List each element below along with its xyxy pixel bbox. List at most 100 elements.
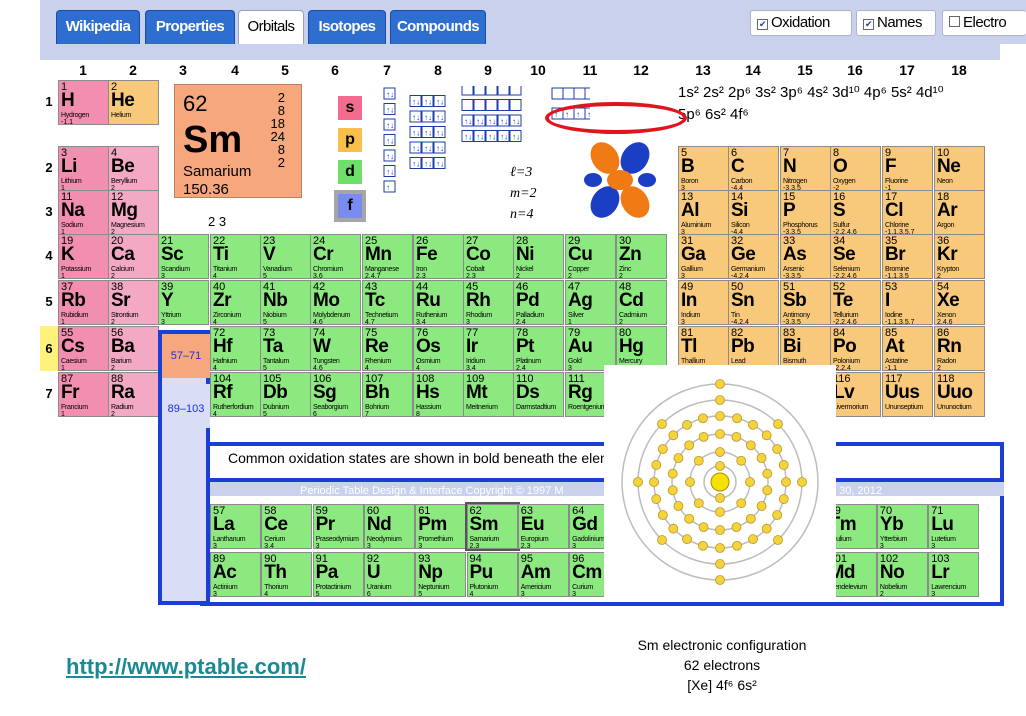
element-cell-te[interactable]: 52 Te Tellurium -2,2,4,6 [830, 280, 881, 325]
element-cell-pa[interactable]: 91 Pa Protactinium 5 [312, 552, 364, 597]
element-cell-cs[interactable]: 55 Cs Caesium 1 [58, 326, 109, 371]
element-cell-li[interactable]: 3 Li Lithium 1 [58, 146, 109, 191]
element-cell-in[interactable]: 49 In Indium 3 [678, 280, 729, 325]
element-cell-uus[interactable]: 117 Uus Ununseptium [882, 372, 933, 417]
element-cell-ne[interactable]: 10 Ne Neon [934, 146, 985, 191]
element-cell-sr[interactable]: 38 Sr Strontium 2 [108, 280, 159, 325]
element-cell-v[interactable]: 23 V Vanadium 5 [260, 234, 311, 279]
element-cell-ba[interactable]: 56 Ba Barium 2 [108, 326, 159, 371]
element-cell-u[interactable]: 92 U Uranium 6 [363, 552, 415, 597]
element-cell-xe[interactable]: 54 Xe Xenon 2,4,6 [934, 280, 985, 325]
element-cell-ds[interactable]: 110 Ds Darmstadtium [513, 372, 564, 417]
element-cell-bi[interactable]: 83BiBismuth3 [780, 326, 831, 371]
element-cell-h[interactable]: 1 H Hydrogen -1,1 [58, 80, 109, 125]
element-cell-o[interactable]: 8 O Oxygen -2 [830, 146, 881, 191]
element-cell-as[interactable]: 33 As Arsenic -3,3,5 [780, 234, 831, 279]
element-cell-fe[interactable]: 26 Fe Iron 2,3 [413, 234, 464, 279]
element-cell-sc[interactable]: 21 Sc Scandium 3 [158, 234, 209, 279]
element-cell-mt[interactable]: 109 Mt Meitnerium [463, 372, 514, 417]
element-cell-hs[interactable]: 108 Hs Hassium 8 [413, 372, 464, 417]
element-cell-ta[interactable]: 73 Ta Tantalum 5 [260, 326, 311, 371]
oxidation-checkbox[interactable]: ✔ Oxidation [750, 10, 852, 36]
element-cell-ca[interactable]: 20 Ca Calcium 2 [108, 234, 159, 279]
element-cell-i[interactable]: 53 I Iodine -1,1,3,5,7 [882, 280, 933, 325]
tab-properties[interactable]: Properties [145, 10, 235, 44]
element-cell-db[interactable]: 105 Db Dubnium 5 [260, 372, 311, 417]
element-cell-la[interactable]: 57 La Lanthanum 3 [210, 504, 261, 549]
element-cell-fr[interactable]: 87 Fr Francium 1 [58, 372, 109, 417]
ptable-link[interactable]: http://www.ptable.com/ [66, 654, 306, 679]
element-cell-mn[interactable]: 25 Mn Manganese 2,4,7 [362, 234, 413, 279]
element-cell-ti[interactable]: 22 Ti Titanium 4 [210, 234, 261, 279]
element-cell-rf[interactable]: 104 Rf Rutherfordium 4 [210, 372, 261, 417]
element-cell-sm[interactable]: 62 Sm Samarium 2,3 [464, 502, 520, 551]
element-cell-sb[interactable]: 51 Sb Antimony -3,3,5 [780, 280, 831, 325]
element-cell-lr[interactable]: 103 Lr Lawrencium 3 [928, 552, 980, 597]
element-cell-th[interactable]: 90 Th Thorium 4 [261, 552, 313, 597]
element-cell-co[interactable]: 27 Co Cobalt 2,3 [463, 234, 514, 279]
element-cell-p[interactable]: 15 P Phosphorus -3,3,5 [780, 190, 831, 235]
element-cell-al[interactable]: 13 Al Aluminium 3 [678, 190, 729, 235]
element-cell-hf[interactable]: 72 Hf Hafnium 4 [210, 326, 261, 371]
block-f-button[interactable]: f [334, 190, 366, 222]
element-cell-ag[interactable]: 47 Ag Silver 1 [565, 280, 616, 325]
element-cell-nb[interactable]: 41 Nb Niobium 5 [260, 280, 311, 325]
element-cell-rn[interactable]: 86 Rn Radon 2 [934, 326, 985, 371]
element-cell-cr[interactable]: 24 Cr Chromium 3,6 [310, 234, 361, 279]
element-cell-n[interactable]: 7 N Nitrogen -3,3,5 [780, 146, 831, 191]
element-cell-na[interactable]: 11 Na Sodium 1 [58, 190, 109, 235]
element-cell-pd[interactable]: 46 Pd Palladium 2,4 [513, 280, 564, 325]
element-cell-kr[interactable]: 36 Kr Krypton 2 [934, 234, 985, 279]
tab-compounds[interactable]: Compounds [390, 10, 486, 44]
element-cell-pu[interactable]: 94 Pu Plutonium 4 [466, 552, 518, 597]
selected-element-card[interactable]: 62 Sm Samarium 150.36 2 8 18 24 8 2 [174, 84, 302, 198]
element-cell-ce[interactable]: 58 Ce Cerium 3,4 [261, 504, 313, 549]
element-cell-sn[interactable]: 50 Sn Tin -4,2,4 [728, 280, 779, 325]
element-cell-ru[interactable]: 44 Ru Ruthenium 3,4 [413, 280, 464, 325]
element-cell-cl[interactable]: 17 Cl Chlorine -1,1,3,5,7 [882, 190, 933, 235]
element-cell-ar[interactable]: 18 Ar Argon [934, 190, 985, 235]
element-cell-lv[interactable]: 116 Lv Livermorium [830, 372, 881, 417]
element-cell-np[interactable]: 93 Np Neptunium 5 [415, 552, 467, 597]
element-cell-nd[interactable]: 60 Nd Neodymium 3 [363, 504, 415, 549]
element-cell-os[interactable]: 76 Os Osmium 4 [413, 326, 464, 371]
element-cell-ga[interactable]: 31 Ga Gallium 3 [678, 234, 729, 279]
element-cell-ac[interactable]: 89 Ac Actinium 3 [210, 552, 261, 597]
element-cell-si[interactable]: 14 Si Silicon -4,4 [728, 190, 779, 235]
element-cell-am[interactable]: 95 Am Americium 3 [517, 552, 569, 597]
element-cell-yb[interactable]: 70 Yb Ytterbium 3 [876, 504, 928, 549]
element-cell-f[interactable]: 9 F Fluorine -1 [882, 146, 933, 191]
element-cell-po[interactable]: 84 Po Polonium -2,2,4 [830, 326, 881, 371]
actinide-range-link[interactable]: 89–103 [167, 403, 205, 415]
lanthanide-range-link[interactable]: 57–71 [170, 350, 202, 362]
element-cell-s[interactable]: 16 S Sulfur -2,2,4,6 [830, 190, 881, 235]
element-cell-ni[interactable]: 28 Ni Nickel 2 [513, 234, 564, 279]
element-cell-rb[interactable]: 37 Rb Rubidium 1 [58, 280, 109, 325]
element-cell-pr[interactable]: 59 Pr Praseodymium 3 [312, 504, 364, 549]
element-cell-uuo[interactable]: 118 Uuo Ununoctium [934, 372, 985, 417]
element-cell-c[interactable]: 6 C Carbon -4,4 [728, 146, 779, 191]
element-cell-re[interactable]: 75 Re Rhenium 4 [362, 326, 413, 371]
element-cell-w[interactable]: 74 W Tungsten 4,6 [310, 326, 361, 371]
element-cell-no[interactable]: 102 No Nobelium 2 [876, 552, 928, 597]
element-cell-k[interactable]: 19 K Potassium 1 [58, 234, 109, 279]
element-cell-pt[interactable]: 78 Pt Platinum 2,4 [513, 326, 564, 371]
element-cell-se[interactable]: 34 Se Selenium -2,2,4,6 [830, 234, 881, 279]
element-cell-lu[interactable]: 71 Lu Lutetium 3 [928, 504, 980, 549]
element-cell-b[interactable]: 5 B Boron 3 [678, 146, 729, 191]
element-cell-sg[interactable]: 106 Sg Seaborgium 6 [310, 372, 361, 417]
element-cell-ra[interactable]: 88 Ra Radium 2 [108, 372, 159, 417]
electrons-checkbox[interactable]: Electro [942, 10, 1026, 36]
element-cell-au[interactable]: 79 Au Gold 3 [565, 326, 616, 371]
element-cell-tc[interactable]: 43 Tc Technetium 4,7 [362, 280, 413, 325]
element-cell-eu[interactable]: 63 Eu Europium 2,3 [517, 504, 569, 549]
element-cell-mo[interactable]: 42 Mo Molybdenum 4,6 [310, 280, 361, 325]
block-p-button[interactable]: p [338, 128, 362, 152]
element-cell-y[interactable]: 39 Y Yttrium 3 [158, 280, 209, 325]
names-checkbox[interactable]: ✔ Names [856, 10, 936, 36]
element-cell-pm[interactable]: 61 Pm Promethium 3 [415, 504, 467, 549]
block-d-button[interactable]: d [338, 160, 362, 184]
element-cell-br[interactable]: 35 Br Bromine -1,1,3,5 [882, 234, 933, 279]
tab-isotopes[interactable]: Isotopes [308, 10, 386, 44]
